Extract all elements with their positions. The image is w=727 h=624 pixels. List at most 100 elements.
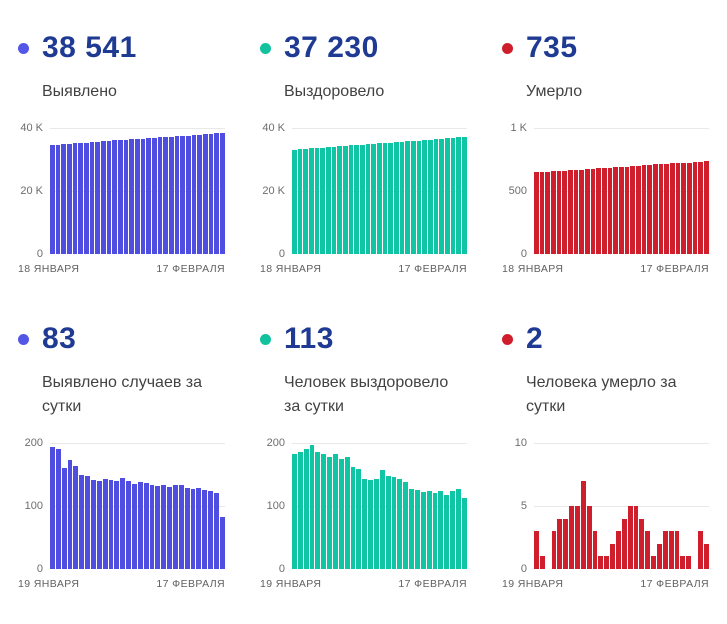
chart-bar <box>633 506 639 569</box>
chart-bar <box>303 449 309 569</box>
bar-chart-confirmed-daily: 200 100 0 <box>18 437 225 575</box>
gridline <box>534 443 709 444</box>
chart-bar <box>149 485 155 569</box>
bars <box>50 128 225 254</box>
chart-bar <box>619 166 624 254</box>
chart-bar <box>67 143 72 254</box>
chart-bar <box>152 137 157 254</box>
chart-bar <box>687 162 692 254</box>
bar-chart-deaths-total: 1 K 500 0 <box>502 122 709 260</box>
chart-bar <box>388 142 394 254</box>
chart-bar <box>674 531 680 569</box>
chart-bar <box>112 140 118 254</box>
chart-bar <box>72 143 78 254</box>
x-axis-label-start: 18 ЯНВАРЯ <box>260 263 322 275</box>
legend-dot-red <box>502 42 513 54</box>
stat-label: Выявлено случаев за сутки <box>42 374 203 415</box>
chart-bar <box>320 147 326 254</box>
chart-bar <box>163 137 169 254</box>
x-axis-label-start: 19 ЯНВАРЯ <box>18 578 80 590</box>
x-axis: 19 ЯНВАРЯ 17 ФЕВРАЛЯ <box>260 578 467 590</box>
x-axis-label-end: 17 ФЕВРАЛЯ <box>156 263 225 275</box>
y-axis-tick: 20 K <box>262 185 285 197</box>
legend-dot-blue <box>18 333 29 345</box>
chart-bar <box>415 490 420 569</box>
chart-bar <box>616 531 621 569</box>
x-axis: 19 ЯНВАРЯ 17 ФЕВРАЛЯ <box>502 578 709 590</box>
chart-bar <box>604 556 610 569</box>
chart-bar <box>61 144 67 254</box>
plot-area <box>292 128 467 254</box>
chart-bar <box>405 141 411 254</box>
chart-bar <box>551 531 557 569</box>
chart-bar <box>297 149 303 254</box>
x-axis-label-end: 17 ФЕВРАЛЯ <box>398 263 467 275</box>
chart-bar <box>610 543 616 569</box>
chart-bar <box>202 490 208 569</box>
stats-dashboard: 38 541 Выявлено 40 K 20 K 0 18 ЯНВАРЯ 17… <box>18 30 709 590</box>
stat-value: 735 <box>526 31 578 64</box>
stat-label: Человек выздоровело за сутки <box>284 374 449 415</box>
chart-bar <box>214 133 220 254</box>
y-axis-tick: 0 <box>278 248 285 260</box>
chart-bar <box>653 164 658 254</box>
chart-bar <box>331 146 337 254</box>
chart-bar <box>184 487 190 569</box>
x-axis-label-start: 19 ЯНВАРЯ <box>260 578 322 590</box>
chart-bar <box>85 476 91 569</box>
chart-bar <box>586 506 592 569</box>
chart-bar <box>174 136 180 254</box>
x-axis-label-end: 17 ФЕВРАЛЯ <box>156 578 225 590</box>
stat-header: 113 <box>260 321 467 357</box>
chart-bar <box>190 489 196 569</box>
chart-bar <box>668 531 674 569</box>
chart-bar <box>575 506 580 569</box>
y-axis-tick: 0 <box>278 563 285 575</box>
chart-bar <box>382 142 388 254</box>
chart-bar <box>101 141 106 254</box>
bar-chart-confirmed-total: 40 K 20 K 0 <box>18 122 225 260</box>
chart-bar <box>394 142 399 254</box>
y-axis-tick: 1 K <box>510 122 527 134</box>
chart-bar <box>403 482 409 569</box>
legend-dot-red <box>502 333 513 345</box>
panel-confirmed-daily: 83 Выявлено случаев за сутки 200 100 0 1… <box>18 321 225 590</box>
stat-header: 735 <box>502 30 709 66</box>
chart-bar <box>178 485 184 569</box>
chart-bar <box>630 166 636 254</box>
chart-bar <box>562 170 568 254</box>
bars <box>534 128 709 254</box>
chart-bar <box>118 140 123 254</box>
stat-value: 83 <box>42 322 77 355</box>
bars <box>292 128 467 254</box>
y-axis: 40 K 20 K 0 <box>260 122 292 260</box>
chart-bar <box>191 135 197 254</box>
chart-bar <box>129 139 135 254</box>
panel-confirmed-total: 38 541 Выявлено 40 K 20 K 0 18 ЯНВАРЯ 17… <box>18 30 225 275</box>
chart-bar <box>95 141 101 254</box>
chart-bar <box>143 483 149 569</box>
plot-area <box>50 128 225 254</box>
chart-bar <box>208 490 214 569</box>
panel-recovered-total: 37 230 Выздоровело 40 K 20 K 0 18 ЯНВАРЯ… <box>260 30 467 275</box>
chart-bar <box>84 142 89 254</box>
gridline <box>50 128 225 129</box>
chart-bar <box>621 518 627 569</box>
chart-bar <box>169 136 174 254</box>
y-axis-tick: 20 K <box>20 185 43 197</box>
y-axis-tick: 40 K <box>20 122 43 134</box>
legend-dot-teal <box>260 333 271 345</box>
stat-label: Выявлено <box>42 83 117 100</box>
chart-bar <box>422 140 428 254</box>
chart-bar <box>219 516 225 569</box>
chart-bar <box>102 478 108 569</box>
gridline <box>292 128 467 129</box>
x-axis-label-start: 18 ЯНВАРЯ <box>502 263 564 275</box>
chart-bar <box>409 489 415 569</box>
panel-recovered-daily: 113 Человек выздоровело за сутки 200 100… <box>260 321 467 590</box>
chart-bar <box>374 478 379 569</box>
bars <box>50 443 225 569</box>
chart-bar <box>180 135 186 254</box>
chart-bar <box>314 147 320 254</box>
gridline <box>292 506 467 507</box>
